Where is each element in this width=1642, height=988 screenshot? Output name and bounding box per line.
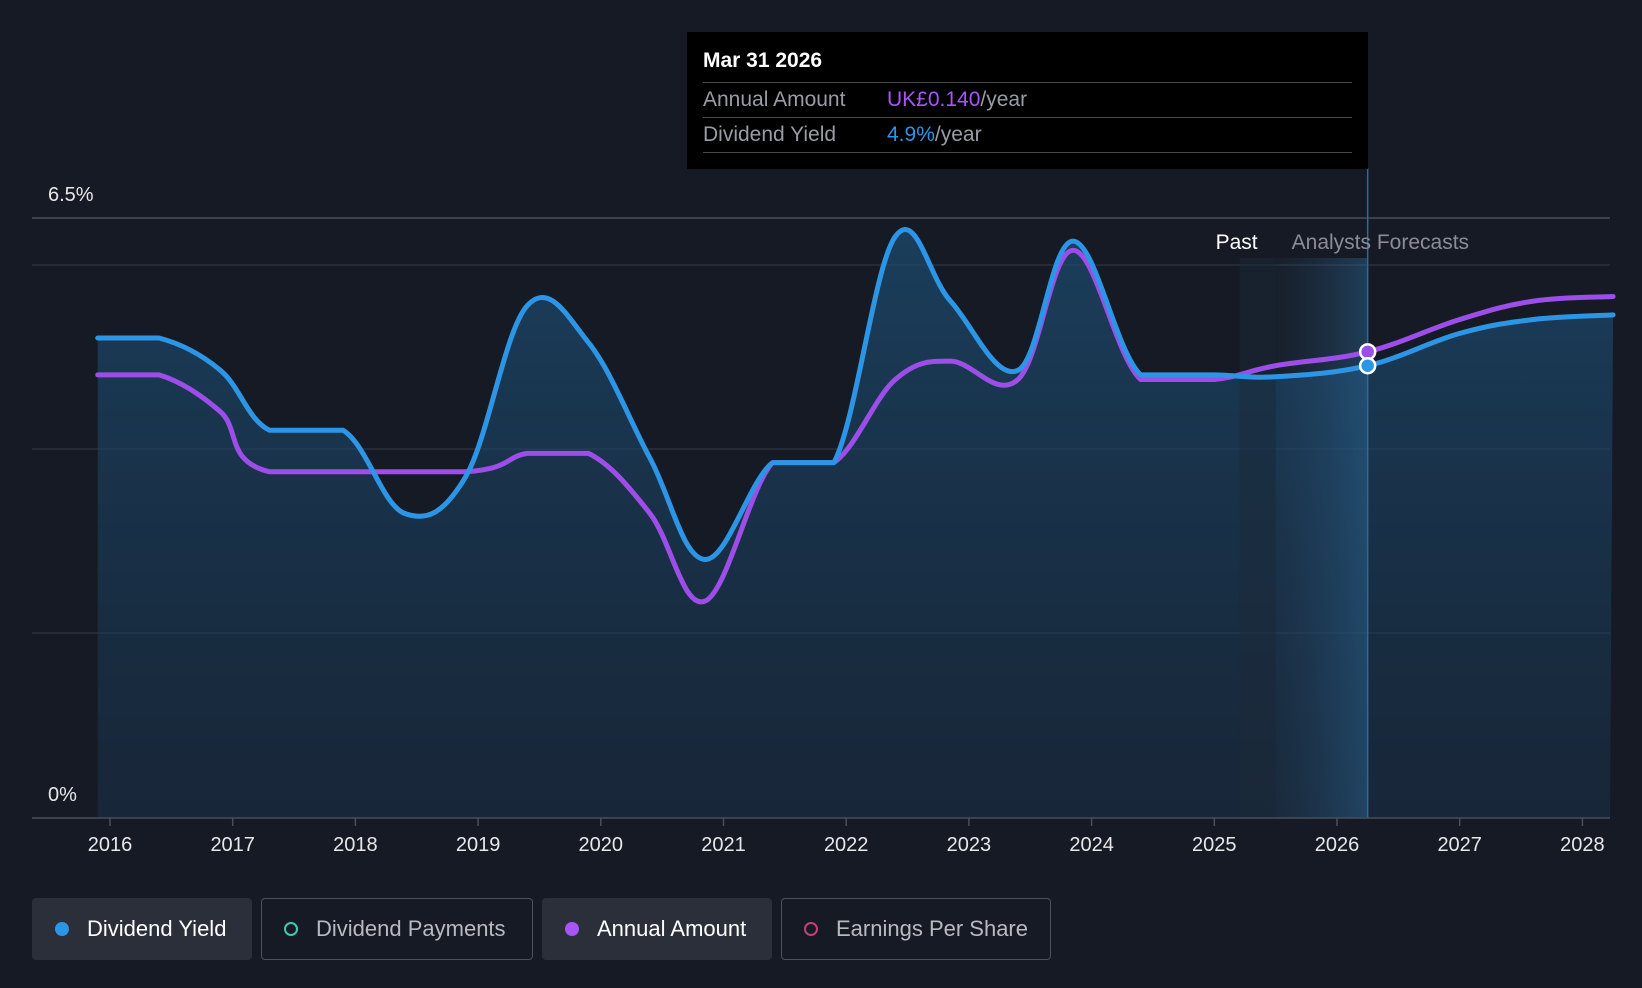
tooltip-suffix: /year	[980, 88, 1028, 111]
x-tick-label: 2019	[456, 834, 501, 856]
series-lines	[95, 227, 1616, 605]
legend-label: Annual Amount	[597, 916, 747, 941]
legend-dividend-payments[interactable]: Dividend Payments	[261, 898, 533, 960]
x-tick-label: 2025	[1192, 834, 1237, 856]
tooltip-suffix: /year	[934, 123, 982, 146]
x-tick-label: 2021	[701, 834, 746, 856]
x-tick-label: 2026	[1315, 834, 1360, 856]
x-tick-label: 2023	[947, 834, 992, 856]
tooltip: Mar 31 2026 Annual Amount UK£0.140 /year…	[687, 32, 1368, 169]
x-tick-label: 2018	[333, 834, 378, 856]
dividend-yield-line	[95, 227, 1616, 563]
tooltip-row-dividend-yield: Dividend Yield 4.9% /year	[703, 118, 1352, 153]
legend-dot-icon	[55, 922, 69, 936]
y-axis-max-label: 6.5%	[48, 184, 94, 206]
dividend-chart: 2016 2017 2018 2019 2020 2021 2022 2023 2024 2025…	[32, 168, 1616, 856]
tooltip-row-annual-amount: Annual Amount UK£0.140 /year	[703, 83, 1352, 118]
forecast-shade	[1275, 258, 1368, 818]
tooltip-label: Annual Amount	[703, 88, 846, 111]
area-fill-layer	[97, 229, 1614, 819]
legend-annual-amount[interactable]: Annual Amount	[542, 898, 772, 960]
tooltip-value: 4.9%	[887, 123, 935, 146]
forecast-region	[1239, 168, 1369, 818]
x-tick-label: 2016	[88, 834, 133, 856]
y-axis-min-label: 0%	[48, 784, 77, 806]
analysts-forecasts-label: Analysts Forecasts	[1292, 231, 1469, 254]
legend-dividend-yield[interactable]: Dividend Yield	[32, 898, 252, 960]
tooltip-value: UK£0.140	[887, 88, 981, 111]
legend-label: Dividend Payments	[316, 916, 506, 941]
tooltip-label: Dividend Yield	[703, 123, 837, 146]
legend-ring-icon	[284, 922, 298, 936]
past-shade	[1239, 258, 1276, 818]
x-tick-label: 2017	[210, 834, 255, 856]
x-tick-label: 2022	[824, 834, 869, 856]
legend-earnings-per-share[interactable]: Earnings Per Share	[781, 898, 1051, 960]
tooltip-date: Mar 31 2026	[703, 46, 1352, 83]
past-label: Past	[1216, 231, 1258, 254]
legend-label: Earnings Per Share	[836, 916, 1028, 941]
dividend-yield-area	[97, 229, 1614, 819]
legend: Dividend Yield Dividend Payments Annual …	[32, 898, 1051, 960]
x-tick-label: 2028	[1560, 834, 1605, 856]
x-tick-label: 2024	[1069, 834, 1114, 856]
x-tick-label: 2020	[579, 834, 624, 856]
legend-label: Dividend Yield	[87, 916, 227, 941]
annual-amount-line	[95, 247, 1616, 605]
x-tick-label: 2027	[1437, 834, 1482, 856]
x-axis: 2016 2017 2018 2019 2020 2021 2022 2023 2024 2025…	[32, 817, 1610, 856]
dividend-yield-marker	[1358, 356, 1377, 375]
legend-dot-icon	[565, 922, 579, 936]
hover-markers	[1358, 343, 1377, 375]
legend-ring-icon	[804, 922, 818, 936]
